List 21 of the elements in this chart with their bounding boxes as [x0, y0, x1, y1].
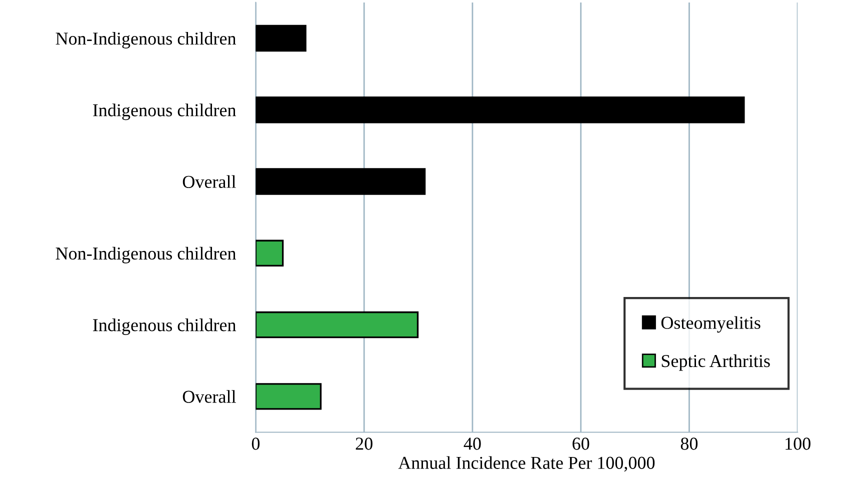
y-tick-label: Indigenous children: [93, 104, 236, 120]
x-tick-label: 80: [680, 438, 698, 450]
x-tick-label: 40: [464, 438, 481, 450]
x-axis-title: Annual Incidence Rate Per 100,000: [398, 456, 655, 472]
x-tick-label: 100: [786, 438, 810, 450]
x-tick-label: 20: [356, 438, 372, 450]
bar: [256, 168, 426, 195]
x-tick-label: 0: [252, 438, 260, 450]
bar: [256, 240, 284, 267]
bar: [256, 311, 419, 338]
bar: [256, 24, 306, 52]
y-tick-label: Overall: [182, 390, 236, 403]
y-tick-label: Overall: [182, 175, 236, 188]
y-tick-label: Indigenous children: [93, 318, 236, 335]
bar: [256, 383, 322, 410]
legend-label: Osteomyelitis: [661, 316, 760, 333]
y-tick-label: Non-Indigenous children: [56, 246, 236, 264]
y-tick-label: Non-Indigenous children: [56, 32, 236, 48]
x-tick-label: 60: [572, 438, 590, 450]
bar: [256, 96, 745, 124]
legend-label: Septic Arthritis: [662, 354, 770, 371]
